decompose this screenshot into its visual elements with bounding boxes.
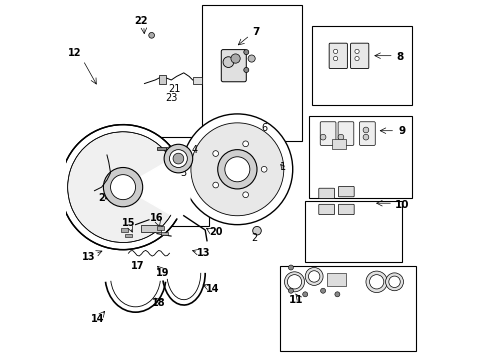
Text: 20: 20 [209,227,222,237]
Text: 5: 5 [168,162,174,172]
FancyBboxPatch shape [320,122,335,145]
Text: 22: 22 [134,16,147,26]
Circle shape [354,49,358,54]
Text: 10: 10 [394,200,408,210]
Text: 15: 15 [122,218,135,228]
Text: 7: 7 [252,27,259,37]
Circle shape [308,271,319,282]
Bar [326,273,346,286]
FancyBboxPatch shape [328,43,346,68]
Bar [201,5,301,141]
FancyBboxPatch shape [338,204,353,215]
Circle shape [242,192,248,198]
Circle shape [385,273,403,291]
Circle shape [224,157,249,182]
Text: 13: 13 [82,252,96,262]
Text: 14: 14 [91,314,104,324]
Circle shape [212,151,218,156]
Text: 3: 3 [181,168,186,178]
Circle shape [363,134,368,140]
Bar [137,137,208,226]
Text: 17: 17 [130,261,144,271]
Circle shape [103,167,142,207]
Bar [157,148,165,150]
Circle shape [173,153,183,164]
FancyBboxPatch shape [318,204,334,215]
Text: 12: 12 [68,48,81,58]
FancyBboxPatch shape [359,122,374,145]
Circle shape [334,292,339,297]
FancyBboxPatch shape [350,43,368,68]
Circle shape [365,271,386,293]
FancyBboxPatch shape [338,186,353,197]
Bar [305,202,401,262]
Circle shape [244,67,248,72]
Bar [331,139,346,149]
Text: 18: 18 [152,298,165,308]
Circle shape [305,267,323,285]
Circle shape [288,288,293,293]
Circle shape [363,127,368,133]
Circle shape [110,175,135,200]
Circle shape [244,50,248,55]
Circle shape [212,182,218,188]
Circle shape [247,55,255,62]
Circle shape [284,272,304,292]
Circle shape [230,54,240,63]
Text: 4: 4 [191,145,197,155]
Circle shape [354,57,358,61]
Circle shape [217,150,257,189]
Text: 19: 19 [155,268,169,278]
Circle shape [320,288,325,293]
Circle shape [190,123,283,216]
Text: 1: 1 [280,162,286,172]
Circle shape [164,144,192,173]
Bar [312,26,411,105]
Circle shape [320,134,325,140]
Circle shape [169,150,187,167]
Circle shape [252,226,261,235]
Circle shape [288,265,293,270]
Bar [157,226,164,230]
Bar [160,232,167,235]
Bar [280,266,415,351]
Circle shape [261,166,266,172]
FancyBboxPatch shape [221,50,246,82]
Circle shape [61,125,185,249]
Bar [159,75,165,84]
Bar [121,228,128,232]
Wedge shape [123,153,190,221]
Circle shape [337,134,343,140]
Text: 23: 23 [165,93,177,103]
Circle shape [287,275,301,289]
FancyBboxPatch shape [337,122,353,145]
Text: 11: 11 [288,295,303,305]
Circle shape [388,276,400,288]
Circle shape [302,292,307,297]
FancyBboxPatch shape [318,188,334,199]
Circle shape [333,49,337,54]
Text: 14: 14 [205,284,219,294]
Bar [141,225,160,232]
Circle shape [333,57,337,61]
Circle shape [242,141,248,147]
Text: 6: 6 [261,123,266,133]
Circle shape [148,32,154,38]
Bar [192,77,201,84]
Circle shape [182,114,292,225]
Bar [308,116,411,198]
Bar [124,234,132,237]
Text: 9: 9 [397,126,405,136]
Text: 16: 16 [150,212,163,222]
Text: 13: 13 [196,248,210,258]
Circle shape [223,57,233,67]
Circle shape [369,275,383,289]
Circle shape [67,132,178,243]
Text: 2: 2 [250,233,257,243]
Text: 21: 21 [168,84,181,94]
Text: 8: 8 [395,52,403,62]
Text: 24: 24 [98,193,112,203]
